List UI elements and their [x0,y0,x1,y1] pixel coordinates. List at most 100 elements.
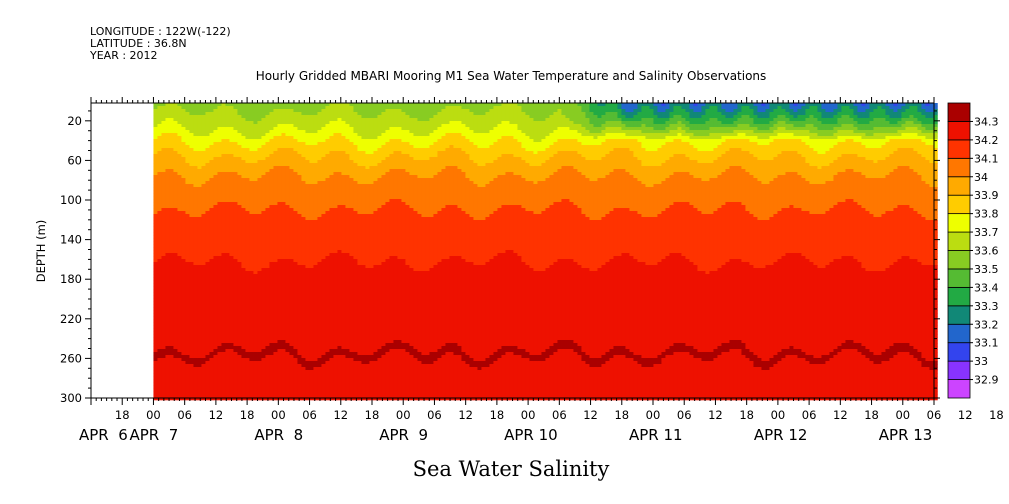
heat-cell [165,367,170,371]
heat-cell [293,316,298,320]
heat-cell [165,226,170,230]
heat-cell [249,172,254,176]
heat-cell [237,199,242,203]
heat-cell [229,370,234,374]
heat-cell [317,196,322,200]
heat-cell [325,172,330,176]
heat-cell [313,268,318,272]
heat-cell [273,328,278,332]
heat-cell [189,109,194,113]
heat-cell [221,331,226,335]
heat-cell [265,358,270,362]
heat-cell [209,151,214,155]
heat-cell [205,307,210,311]
heat-cell [153,289,158,293]
heat-cell [301,235,306,239]
heat-cell [249,349,254,353]
heat-cell [265,118,270,122]
heat-cell [285,310,290,314]
heat-cell [153,241,158,245]
heat-cell [317,202,322,206]
heat-cell [325,277,330,281]
heat-cell [245,103,250,107]
heat-cell [153,274,158,278]
heat-cell [305,187,310,191]
heat-cell [273,373,278,377]
heat-cell [349,247,354,251]
heat-cell [353,139,358,143]
heat-cell [153,328,158,332]
heat-cell [237,382,242,386]
heat-cell [329,334,334,338]
heat-cell [277,241,282,245]
heat-cell [209,124,214,128]
heat-cell [305,364,310,368]
heat-cell [269,175,274,179]
heat-cell [281,364,286,368]
heat-cell [225,361,230,365]
heat-cell [285,286,290,290]
heat-cell [297,115,302,119]
heat-cell [269,286,274,290]
heat-cell [245,148,250,152]
heat-cell [341,313,346,317]
heat-cell [329,178,334,182]
heat-cell [273,133,278,137]
heat-cell [213,115,218,119]
heat-cell [237,391,242,395]
heat-cell [221,229,226,233]
heat-cell [221,193,226,197]
heat-cell [349,289,354,293]
heat-cell [261,391,266,395]
heat-cell [217,181,222,185]
heat-cell [165,145,170,149]
heat-cell [249,214,254,218]
heat-cell [317,139,322,143]
heat-cell [273,379,278,383]
heat-cell [161,118,166,122]
heat-cell [269,352,274,356]
heat-cell [301,139,306,143]
heat-cell [277,388,282,392]
heat-cell [241,388,246,392]
heat-cell [257,235,262,239]
heat-cell [285,259,290,263]
heat-cell [153,355,158,359]
heat-cell [321,289,326,293]
heat-cell [245,121,250,125]
heat-cell [169,118,174,122]
heat-cell [285,370,290,374]
heat-cell [245,331,250,335]
heat-cell [213,112,218,116]
heat-cell [305,169,310,173]
heat-cell [237,193,242,197]
heat-cell [165,340,170,344]
heat-cell [285,247,290,251]
heat-cell [213,334,218,338]
heat-cell [153,295,158,299]
heat-cell [237,259,242,263]
heat-cell [181,346,186,350]
heat-cell [337,235,342,239]
heat-cell [165,262,170,266]
heat-cell [305,247,310,251]
heat-cell [225,388,230,392]
heat-cell [185,184,190,188]
heat-cell [261,331,266,335]
heat-cell [153,211,158,215]
heat-cell [169,286,174,290]
heat-cell [181,250,186,254]
heat-cell [209,385,214,389]
heat-cell [181,217,186,221]
heat-cell [341,220,346,224]
heat-cell [209,349,214,353]
heat-cell [201,343,206,347]
heat-cell [181,268,186,272]
heat-cell [337,109,342,113]
heat-cell [249,184,254,188]
heat-cell [333,166,338,170]
heat-cell [305,358,310,362]
heat-cell [269,385,274,389]
heat-cell [201,337,206,341]
heat-cell [341,391,346,395]
